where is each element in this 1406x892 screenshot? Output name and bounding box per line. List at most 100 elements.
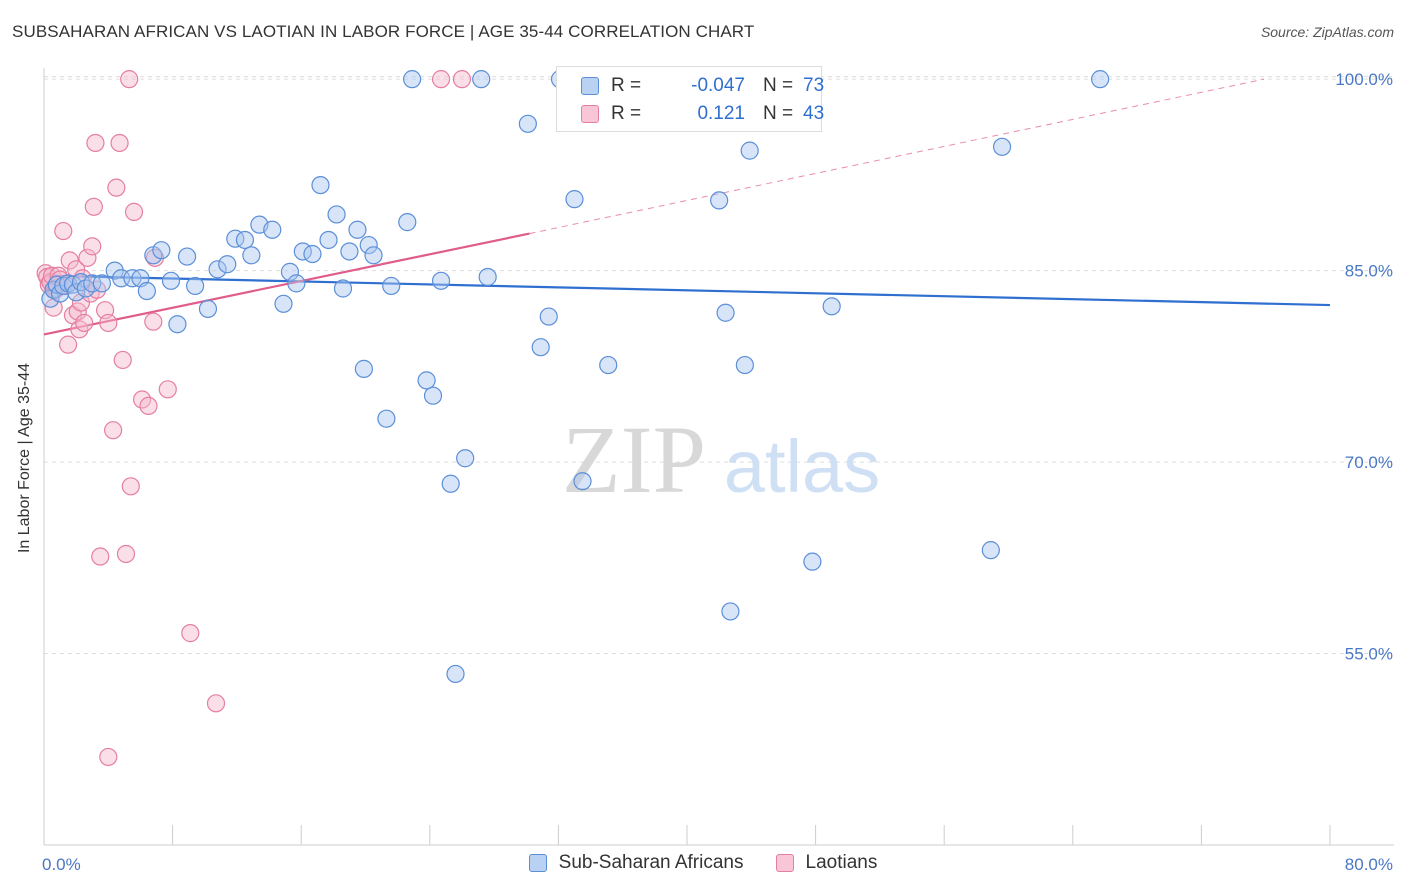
subsaharan-point	[177, 247, 197, 266]
laotian-point	[431, 70, 451, 89]
laotian-point	[91, 547, 110, 566]
subsaharan-point	[226, 229, 245, 248]
laotian-point	[54, 221, 73, 241]
subsaharan-point	[382, 276, 401, 296]
legend-row-laotian: R = 0.121 N = 43	[581, 101, 824, 127]
subsaharan-point	[377, 409, 396, 428]
legend-r-label: R =	[611, 75, 642, 96]
subsaharan-point	[359, 235, 378, 255]
subsaharan-point	[327, 205, 346, 224]
subsaharan-point	[721, 602, 740, 621]
tick-labels: 55.0% 70.0% 85.0% 100.0% 0.0% 80.0%	[42, 70, 1393, 874]
subsaharan-point	[992, 137, 1012, 156]
subsaharan-point	[340, 242, 359, 261]
subsaharan-point	[208, 260, 227, 279]
legend-label: Laotians	[805, 852, 878, 873]
legend-r-label: R =	[611, 103, 642, 124]
laotian-point	[120, 70, 139, 89]
legend-row-subsaharan: R = -0.047 N = 73	[581, 73, 824, 99]
laotian-point	[116, 544, 136, 564]
legend-swatch-blue	[528, 854, 547, 872]
y-tick-label: 100.0%	[1335, 70, 1393, 89]
subsaharan-point	[152, 241, 171, 260]
subsaharan-point	[735, 355, 754, 375]
laotian-point	[107, 178, 126, 197]
watermark: ZIP atlas	[562, 406, 880, 513]
laotian-point	[104, 421, 123, 440]
subsaharan-point	[274, 294, 293, 313]
subsaharan-trend-line	[50, 274, 1331, 307]
laotian-point	[84, 197, 103, 216]
subsaharan-point	[137, 281, 156, 301]
laotian-point	[86, 133, 105, 153]
chart-title: SUBSAHARAN AFRICAN VS LAOTIAN IN LABOR F…	[12, 22, 755, 41]
legend-swatch-blue	[581, 77, 599, 95]
laotian-point	[59, 335, 78, 354]
legend-n-value: 73	[803, 75, 825, 96]
laotian-point	[452, 70, 472, 89]
subsaharan-point	[740, 141, 759, 160]
subsaharan-point	[565, 190, 584, 209]
subsaharan-point	[319, 230, 338, 250]
trend-lines	[43, 78, 1331, 336]
subsaharan-point	[198, 299, 218, 319]
laotian-point	[99, 747, 118, 767]
stats-legend: R = -0.047 N = 73 R = 0.121 N = 43	[556, 66, 824, 132]
subsaharan-point	[716, 303, 735, 322]
subsaharan-point	[161, 271, 181, 290]
subsaharan-point	[242, 246, 261, 265]
laotian-point	[99, 313, 118, 333]
subsaharan-point	[364, 246, 383, 265]
laotian-point	[121, 477, 140, 496]
legend-item-subsaharan: Sub-Saharan Africans	[528, 852, 744, 874]
watermark-zip: ZIP	[562, 406, 706, 513]
subsaharan-point	[92, 274, 111, 293]
laotian-point	[124, 202, 144, 221]
laotian-trend-extension	[529, 78, 1265, 235]
subsaharan-point	[67, 283, 86, 302]
laotian-point	[181, 624, 200, 643]
data-points	[36, 70, 1110, 767]
legend-r-value: 0.121	[697, 103, 745, 124]
legend-r-value: -0.047	[691, 75, 745, 96]
series-legend: Sub-Saharan Africans Laotians	[0, 852, 1406, 874]
y-tick-label: 85.0%	[1345, 262, 1393, 281]
legend-item-laotian: Laotians	[775, 852, 878, 874]
subsaharan-point	[518, 114, 537, 133]
subsaharan-point	[83, 274, 102, 293]
subsaharan-point	[446, 664, 465, 684]
subsaharan-point	[417, 371, 436, 390]
subsaharan-point	[981, 541, 1000, 560]
laotian-point	[139, 396, 158, 416]
laotian-point	[78, 248, 97, 267]
legend-swatch-pink	[775, 854, 794, 872]
subsaharan-point	[354, 359, 373, 378]
subsaharan-point	[599, 355, 618, 375]
subsaharan-point	[311, 175, 330, 195]
subsaharan-point	[441, 474, 460, 493]
laotian-point	[144, 312, 163, 331]
subsaharan-point	[403, 70, 422, 89]
subsaharan-point	[710, 191, 729, 210]
laotian-point	[113, 350, 132, 370]
subsaharan-point	[398, 213, 417, 232]
subsaharan-point	[472, 70, 491, 89]
subsaharan-point	[822, 297, 841, 316]
subsaharan-point	[186, 276, 205, 296]
legend-n-label: N =	[763, 75, 794, 96]
subsaharan-point	[456, 449, 475, 468]
subsaharan-point	[280, 262, 300, 281]
watermark-atlas: atlas	[724, 425, 880, 508]
laotian-point	[60, 251, 79, 270]
laotian-point	[75, 313, 94, 333]
subsaharan-point	[573, 472, 592, 491]
subsaharan-point	[1091, 70, 1110, 89]
subsaharan-point	[218, 255, 237, 274]
laotian-point	[110, 133, 129, 153]
laotian-point	[158, 380, 177, 399]
subsaharan-point	[168, 315, 187, 334]
y-tick-label: 70.0%	[1345, 453, 1393, 472]
subsaharan-point	[539, 307, 558, 326]
laotian-point	[206, 694, 226, 713]
